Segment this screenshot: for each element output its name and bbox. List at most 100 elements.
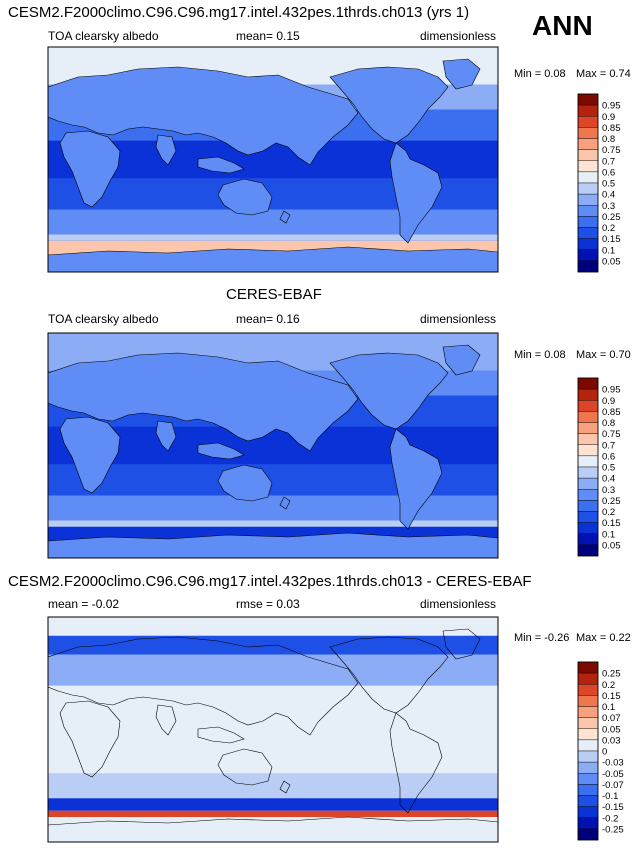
colorbar-tick-label: 0.5 (602, 179, 615, 190)
colorbar-swatch (577, 422, 599, 434)
panel2-min-text: Min = 0.08 (514, 349, 566, 361)
colorbar-tick-label: 0.1 (602, 702, 615, 713)
panel3-max-text: Max = 0.22 (576, 632, 631, 644)
colorbar-swatch (577, 828, 599, 841)
colorbar-swatch (577, 249, 599, 262)
colorbar-swatch (577, 138, 599, 150)
zonal-band-2 (48, 654, 498, 686)
colorbar-tick-label: 0.6 (602, 167, 615, 178)
colorbar-swatch (577, 750, 599, 763)
colorbar-swatch (577, 522, 599, 534)
colorbar-tick-label: 0.03 (602, 735, 621, 746)
colorbar-tick-label: 0.1 (602, 245, 615, 256)
colorbar-swatch (577, 104, 599, 117)
colorbar-swatch (577, 400, 599, 412)
colorbar-swatch (577, 377, 599, 390)
colorbar-swatch (577, 784, 599, 796)
colorbar-swatch (577, 260, 599, 273)
colorbar-swatch (577, 444, 599, 457)
season-label: ANN (532, 10, 593, 41)
map-frame (47, 332, 499, 559)
colorbar-tick-label: 0.9 (602, 112, 615, 123)
colorbar-tick-label: -0.2 (602, 813, 618, 824)
colorbar-tick-label: 0.5 (602, 463, 615, 474)
colorbar-tick-label: 0.4 (602, 190, 615, 201)
colorbar-swatch (577, 489, 599, 501)
colorbar-tick-label: -0.03 (602, 758, 624, 769)
colorbar-tick-label: 0.85 (602, 123, 621, 134)
colorbar-tick-label: 0.6 (602, 451, 615, 462)
colorbar-swatch (577, 684, 599, 696)
panel2-variable-label: TOA clearsky albedo (48, 312, 159, 326)
colorbar-tick-label: 0.15 (602, 234, 621, 245)
colorbar-swatch (577, 433, 599, 445)
colorbar-swatch (577, 500, 599, 512)
panel2-title: CERES-EBAF (226, 286, 322, 303)
colorbar-tick-label: 0.7 (602, 440, 615, 451)
panel3-mean-label: mean = -0.02 (48, 597, 120, 611)
colorbar-swatch (577, 455, 599, 468)
colorbar-swatch (577, 806, 599, 818)
colorbar-frame (577, 661, 599, 841)
colorbar-swatch (577, 93, 599, 106)
colorbar-tick-label: 0.07 (602, 713, 621, 724)
colorbar-tick-label: 0.25 (602, 496, 621, 507)
map-frame (47, 46, 499, 273)
colorbar-tick-label: 0.2 (602, 223, 615, 234)
colorbar-swatch (577, 511, 599, 523)
zonal-band-3 (48, 685, 498, 774)
colorbar-swatch (577, 388, 599, 401)
panel3-units-label: dimensionless (420, 597, 497, 611)
map-frame (47, 616, 499, 843)
colorbar-swatch (577, 728, 599, 741)
colorbar-swatch (577, 171, 599, 184)
zonal-band-6 (48, 810, 498, 817)
colorbar-frame (577, 93, 599, 273)
colorbar-tick-label: 0.4 (602, 474, 615, 485)
colorbar-swatch (577, 160, 599, 173)
panel1-units-label: dimensionless (420, 29, 497, 43)
colorbar-tick-label: 0.15 (602, 691, 621, 702)
panel2-max-text: Max = 0.70 (576, 349, 631, 361)
colorbar-tick-label: 0.85 (602, 407, 621, 418)
zonal-band-7 (48, 520, 498, 527)
colorbar-tick-label: 0.05 (602, 724, 621, 735)
colorbar-swatch (577, 205, 599, 217)
colorbar-swatch (577, 182, 599, 195)
zonal-band-4 (48, 773, 498, 799)
colorbar-swatch (577, 672, 599, 685)
colorbar-swatch (577, 127, 599, 139)
colorbar-tick-label: 0.15 (602, 518, 621, 529)
colorbar-swatch (577, 227, 599, 239)
panel3-min-text: Min = -0.26 (514, 632, 570, 644)
panel1-title: CESM2.F2000climo.C96.C96.mg17.intel.432p… (8, 4, 470, 21)
colorbar-tick-label: 0.7 (602, 156, 615, 167)
panel3-title: CESM2.F2000climo.C96.C96.mg17.intel.432p… (8, 573, 532, 590)
colorbar-tick-label: 0.05 (602, 540, 621, 551)
colorbar-swatch (577, 544, 599, 557)
colorbar-swatch (577, 661, 599, 674)
zonal-band-6 (48, 495, 498, 521)
colorbar-swatch (577, 238, 599, 250)
colorbar-frame (577, 377, 599, 557)
colorbar-swatch (577, 533, 599, 546)
colorbar-tick-label: 0.05 (602, 256, 621, 267)
colorbar-swatch (577, 717, 599, 729)
map-panel-2 (47, 332, 499, 559)
colorbar-3: -0.25-0.2-0.15-0.1-0.07-0.05-0.0300.030.… (577, 661, 624, 841)
colorbar-swatch (577, 761, 599, 774)
colorbar-tick-label: 0.2 (602, 507, 615, 518)
colorbar-tick-label: -0.05 (602, 769, 624, 780)
colorbar-swatch (577, 477, 599, 490)
colorbar-tick-label: 0.25 (602, 212, 621, 223)
colorbar-tick-label: -0.1 (602, 791, 618, 802)
colorbar-tick-label: -0.15 (602, 802, 624, 813)
colorbar-tick-label: 0.8 (602, 134, 615, 145)
panel1-min-text: Min = 0.08 (514, 68, 566, 80)
colorbar-tick-label: 0.75 (602, 145, 621, 156)
colorbar-tick-label: 0.2 (602, 680, 615, 691)
colorbar-tick-label: 0.1 (602, 529, 615, 540)
colorbar-tick-label: 0.95 (602, 101, 621, 112)
colorbar-tick-label: -0.07 (602, 780, 624, 791)
